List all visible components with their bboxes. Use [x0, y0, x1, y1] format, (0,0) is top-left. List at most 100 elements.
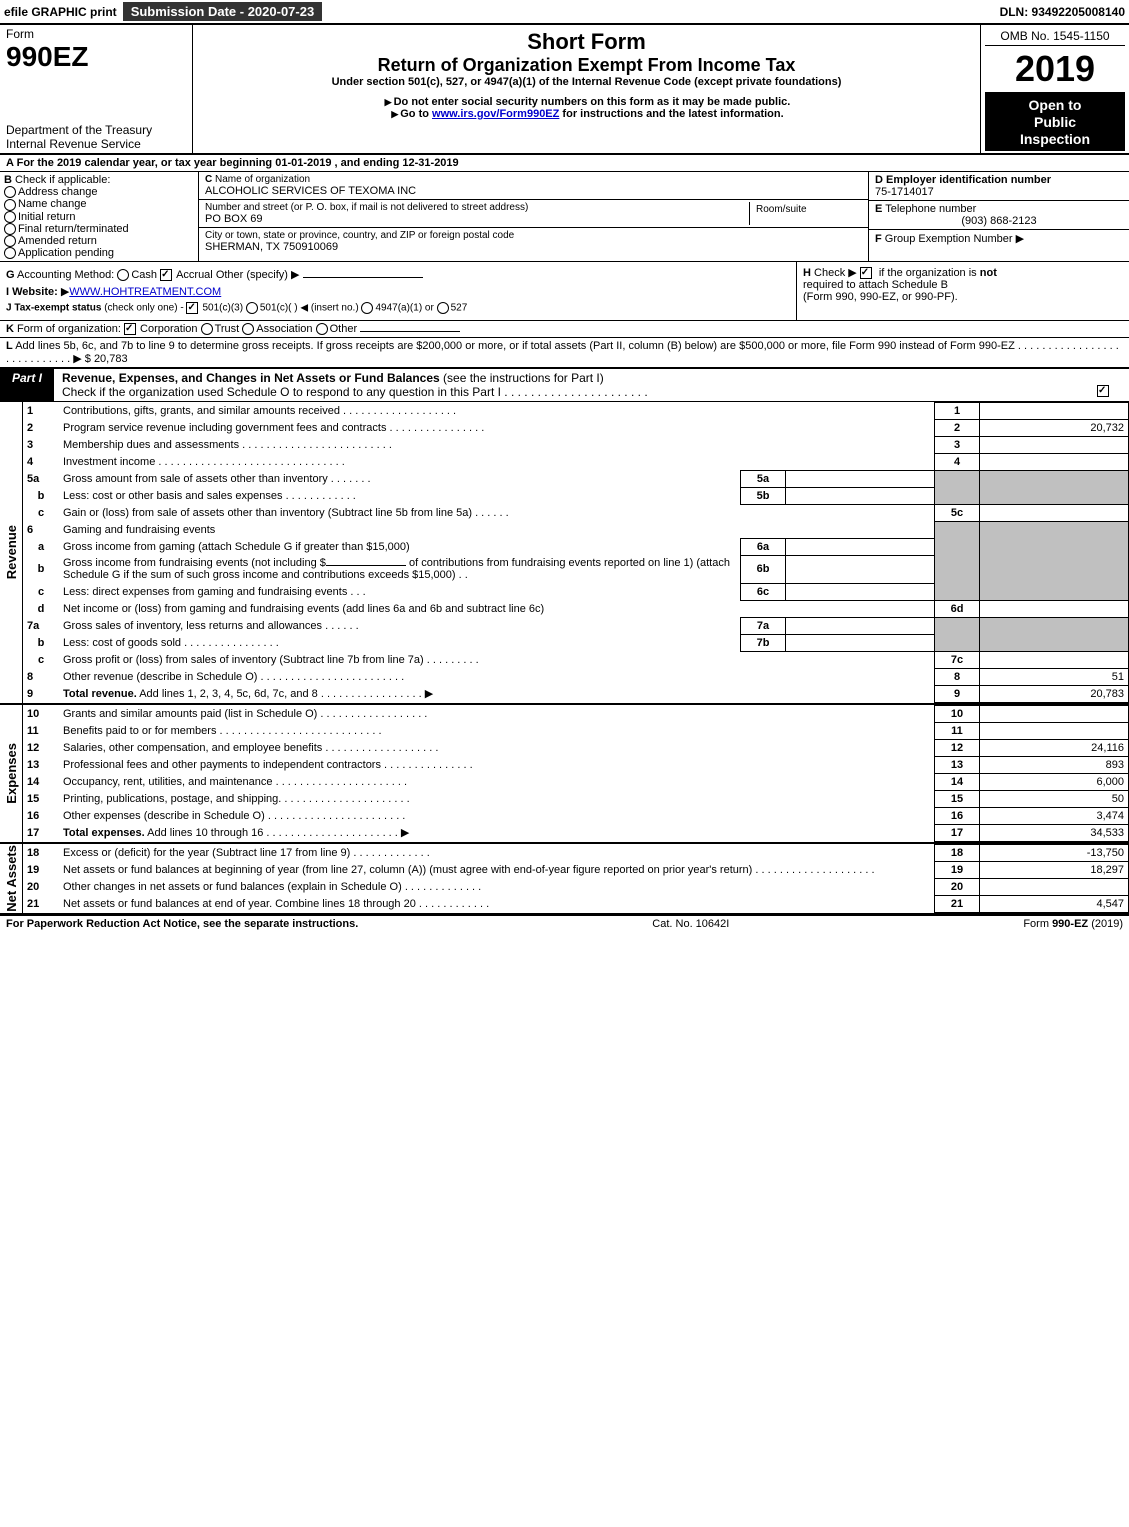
goto-post: for instructions and the latest informat… — [559, 108, 783, 120]
line-3-box: 3 — [935, 437, 980, 454]
line-12-box: 12 — [935, 739, 980, 756]
l-text: Add lines 5b, 6c, and 7b to line 9 to de… — [15, 340, 1015, 352]
public: Public — [989, 114, 1121, 131]
527-radio[interactable] — [437, 302, 449, 314]
line-10-desc: Grants and similar amounts paid (list in… — [63, 708, 317, 720]
line-9-num: 9 — [23, 685, 59, 702]
line-7c-val — [980, 651, 1129, 668]
part-1-header: Part I Revenue, Expenses, and Changes in… — [0, 368, 1129, 402]
other-label: Other (specify) — [216, 269, 288, 281]
amended-return-radio[interactable] — [4, 235, 16, 247]
line-15-num: 15 — [23, 790, 59, 807]
corp-label: Corporation — [140, 323, 197, 335]
omb-label: OMB No. 1545-1150 — [985, 27, 1125, 46]
501c-radio[interactable] — [246, 302, 258, 314]
app-pending-label: Application pending — [18, 247, 114, 259]
line-21-desc: Net assets or fund balances at end of ye… — [63, 898, 416, 910]
part-1-label: Part I — [0, 369, 54, 401]
line-6d-sub: d — [23, 600, 59, 617]
line-20-desc: Other changes in net assets or fund bala… — [63, 881, 402, 893]
line-2-num: 2 — [23, 420, 59, 437]
other-org-radio[interactable] — [316, 323, 328, 335]
line-5a-desc: Gross amount from sale of assets other t… — [63, 473, 328, 485]
label-j: J — [6, 303, 12, 314]
line-1-box: 1 — [935, 403, 980, 420]
schedule-b-checkbox[interactable] — [860, 267, 872, 279]
name-change-radio[interactable] — [4, 199, 16, 211]
line-15-val: 50 — [980, 790, 1129, 807]
section-b: B Check if applicable: Address change Na… — [0, 172, 199, 261]
label-k: K — [6, 323, 14, 335]
ein-value: 75-1714017 — [875, 186, 1123, 198]
efile-label[interactable]: efile GRAPHIC print — [4, 5, 117, 19]
k-label: Form of organization: — [17, 323, 121, 335]
final-return-label: Final return/terminated — [18, 223, 129, 235]
line-19-box: 19 — [935, 861, 980, 878]
a-begin: 01-01-2019 — [275, 157, 331, 169]
expenses-section: Expenses 10Grants and similar amounts pa… — [0, 703, 1129, 842]
h-text3: required to attach Schedule B — [803, 279, 1123, 291]
footer-left: For Paperwork Reduction Act Notice, see … — [6, 918, 358, 930]
corporation-checkbox[interactable] — [124, 323, 136, 335]
line-6b-pre: Gross income from fundraising events (no… — [63, 557, 326, 569]
h-text2: if the organization is — [879, 267, 977, 279]
c-name-label: Name of organization — [215, 174, 310, 185]
subtitle: Under section 501(c), 527, or 4947(a)(1)… — [201, 76, 972, 88]
line-17-num: 17 — [23, 824, 59, 841]
section-h: H Check ▶ if the organization is not req… — [796, 262, 1129, 320]
accrual-checkbox[interactable] — [160, 269, 172, 281]
h-text1: Check ▶ — [814, 267, 857, 279]
label-f: F — [875, 233, 882, 245]
final-return-radio[interactable] — [4, 223, 16, 235]
line-13-val: 893 — [980, 756, 1129, 773]
line-7a-mid: 7a — [741, 617, 786, 634]
website-link[interactable]: WWW.HOHTREATMENT.COM — [69, 286, 221, 298]
part1-schedule-o-checkbox[interactable] — [1097, 385, 1109, 397]
application-pending-radio[interactable] — [4, 247, 16, 259]
form-footer: For Paperwork Reduction Act Notice, see … — [0, 915, 1129, 932]
line-6b-blank[interactable] — [326, 565, 406, 566]
line-6b-midval — [786, 555, 935, 583]
initial-return-radio[interactable] — [4, 211, 16, 223]
label-b: B — [4, 174, 12, 186]
line-11-box: 11 — [935, 722, 980, 739]
i-label: Website: — [12, 286, 58, 298]
line-18-box: 18 — [935, 844, 980, 861]
line-6a-mid: 6a — [741, 538, 786, 555]
g-i-j-section: G Accounting Method: Cash Accrual Other … — [0, 262, 796, 320]
501c3-checkbox[interactable] — [186, 302, 198, 314]
line-k: K Form of organization: Corporation Trus… — [0, 321, 1129, 338]
other-org-input[interactable] — [360, 331, 460, 332]
line-16-val: 3,474 — [980, 807, 1129, 824]
cash-radio[interactable] — [117, 269, 129, 281]
4947-radio[interactable] — [361, 302, 373, 314]
other-specify-input[interactable] — [303, 277, 423, 278]
line-14-box: 14 — [935, 773, 980, 790]
footer-cat: Cat. No. 10642I — [652, 918, 729, 930]
line-13-num: 13 — [23, 756, 59, 773]
revenue-label: Revenue — [4, 525, 19, 579]
line-20-val — [980, 878, 1129, 895]
form-instructions-link[interactable]: www.irs.gov/Form990EZ — [432, 108, 559, 120]
a-end: 12-31-2019 — [402, 157, 458, 169]
main-title: Return of Organization Exempt From Incom… — [201, 55, 972, 76]
line-20-num: 20 — [23, 878, 59, 895]
address-change-radio[interactable] — [4, 186, 16, 198]
line-4-desc: Investment income — [63, 456, 155, 468]
submission-date-button[interactable]: Submission Date - 2020-07-23 — [123, 2, 323, 21]
association-radio[interactable] — [242, 323, 254, 335]
line-7b-midval — [786, 634, 935, 651]
dln-label: DLN: 93492205008140 — [1000, 5, 1125, 19]
initial-return-label: Initial return — [18, 211, 75, 223]
line-l: L Add lines 5b, 6c, and 7b to line 9 to … — [0, 338, 1129, 368]
addr-change-label: Address change — [18, 186, 98, 198]
net-assets-label: Net Assets — [4, 845, 19, 912]
trust-radio[interactable] — [201, 323, 213, 335]
line-7a-midval — [786, 617, 935, 634]
c-street-label: Number and street (or P. O. box, if mail… — [205, 202, 749, 213]
line-10-num: 10 — [23, 705, 59, 722]
label-e: E — [875, 203, 882, 215]
line-11-desc: Benefits paid to or for members — [63, 725, 216, 737]
ein-label: Employer identification number — [886, 174, 1051, 186]
part-1-title: Revenue, Expenses, and Changes in Net As… — [62, 371, 440, 385]
